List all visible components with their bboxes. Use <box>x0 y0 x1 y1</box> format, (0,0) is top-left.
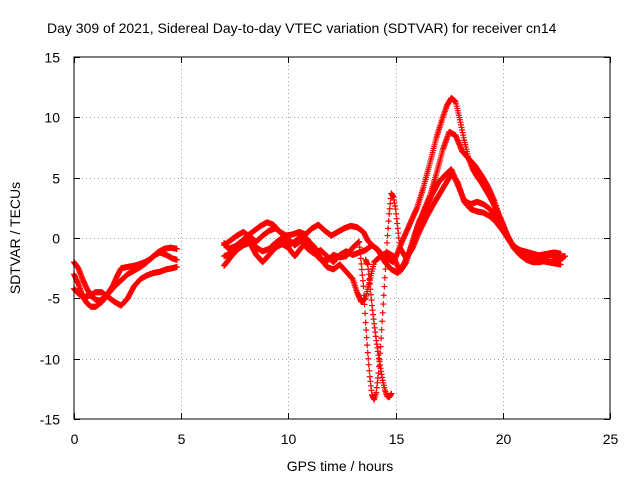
data-point <box>381 283 388 290</box>
data-point <box>173 245 180 252</box>
data-point <box>388 390 395 397</box>
x-tick-label-5: 25 <box>603 431 619 447</box>
data-point <box>357 255 364 262</box>
y-tick-label-0: -15 <box>40 412 60 428</box>
plot-frame <box>73 56 611 420</box>
data-point <box>367 291 374 298</box>
data-point <box>386 210 393 217</box>
y-tick-label-2: -5 <box>48 291 61 307</box>
series-track-8 <box>362 256 395 401</box>
data-point <box>382 257 389 264</box>
data-point <box>379 318 386 325</box>
data-point <box>364 342 371 349</box>
data-point <box>365 361 372 368</box>
y-tick-label-1: -10 <box>40 352 60 368</box>
y-tick-label-4: 5 <box>52 171 60 187</box>
data-point <box>379 309 386 316</box>
data-point <box>362 319 369 326</box>
data-point <box>385 218 392 225</box>
data-point <box>385 225 392 232</box>
x-axis-label: GPS time / hours <box>287 458 394 474</box>
data-point <box>364 349 371 356</box>
data-point <box>557 261 564 268</box>
data-point <box>383 248 390 255</box>
data-point <box>359 277 366 284</box>
x-tick-label-2: 10 <box>281 431 297 447</box>
data-point <box>384 239 391 246</box>
data-point <box>561 253 568 260</box>
data-point <box>382 266 389 273</box>
x-tick-label-0: 0 <box>71 431 79 447</box>
data-point <box>366 280 373 287</box>
data-point <box>365 355 372 362</box>
series-track-7 <box>221 171 564 403</box>
series-track-6 <box>221 166 564 305</box>
data-point <box>380 301 387 308</box>
data-point <box>378 326 385 333</box>
data-point <box>381 274 388 281</box>
x-tick-label-4: 20 <box>496 431 512 447</box>
chart-title: Day 309 of 2021, Sidereal Day-to-day VTE… <box>47 20 557 36</box>
y-tick-label-3: 0 <box>52 231 60 247</box>
data-point <box>384 232 391 239</box>
data-point <box>377 343 384 350</box>
data-point <box>173 256 180 263</box>
data-point <box>362 310 369 317</box>
y-tick-label-5: 10 <box>44 110 60 126</box>
data-point <box>359 272 366 279</box>
data-point <box>360 283 367 290</box>
series-track-3 <box>71 263 180 309</box>
x-tick-label-3: 15 <box>389 431 405 447</box>
data-point <box>173 263 180 270</box>
data-point <box>366 367 373 374</box>
data-point <box>361 301 368 308</box>
grid-layer <box>74 57 610 419</box>
y-tick-label-6: 15 <box>44 50 60 66</box>
data-point <box>358 260 365 267</box>
tick-layer: 0 5 10 15 20 25 -15 -10 -5 0 5 10 15 <box>40 50 619 448</box>
point-layer <box>71 95 568 403</box>
data-point <box>386 205 393 212</box>
data-point <box>363 334 370 341</box>
data-point <box>378 335 385 342</box>
data-point <box>358 266 365 273</box>
data-point <box>356 238 363 245</box>
data-point <box>363 327 370 334</box>
data-point <box>356 244 363 251</box>
data-point <box>360 292 367 299</box>
data-point <box>368 297 375 304</box>
data-point <box>380 292 387 299</box>
data-point <box>557 250 564 257</box>
data-point <box>357 249 364 256</box>
series-track-4 <box>221 95 566 266</box>
x-tick-label-1: 5 <box>178 431 186 447</box>
data-point <box>367 286 374 293</box>
y-axis-label: SDTVAR / TECUs <box>7 182 23 294</box>
data-point <box>387 200 394 207</box>
